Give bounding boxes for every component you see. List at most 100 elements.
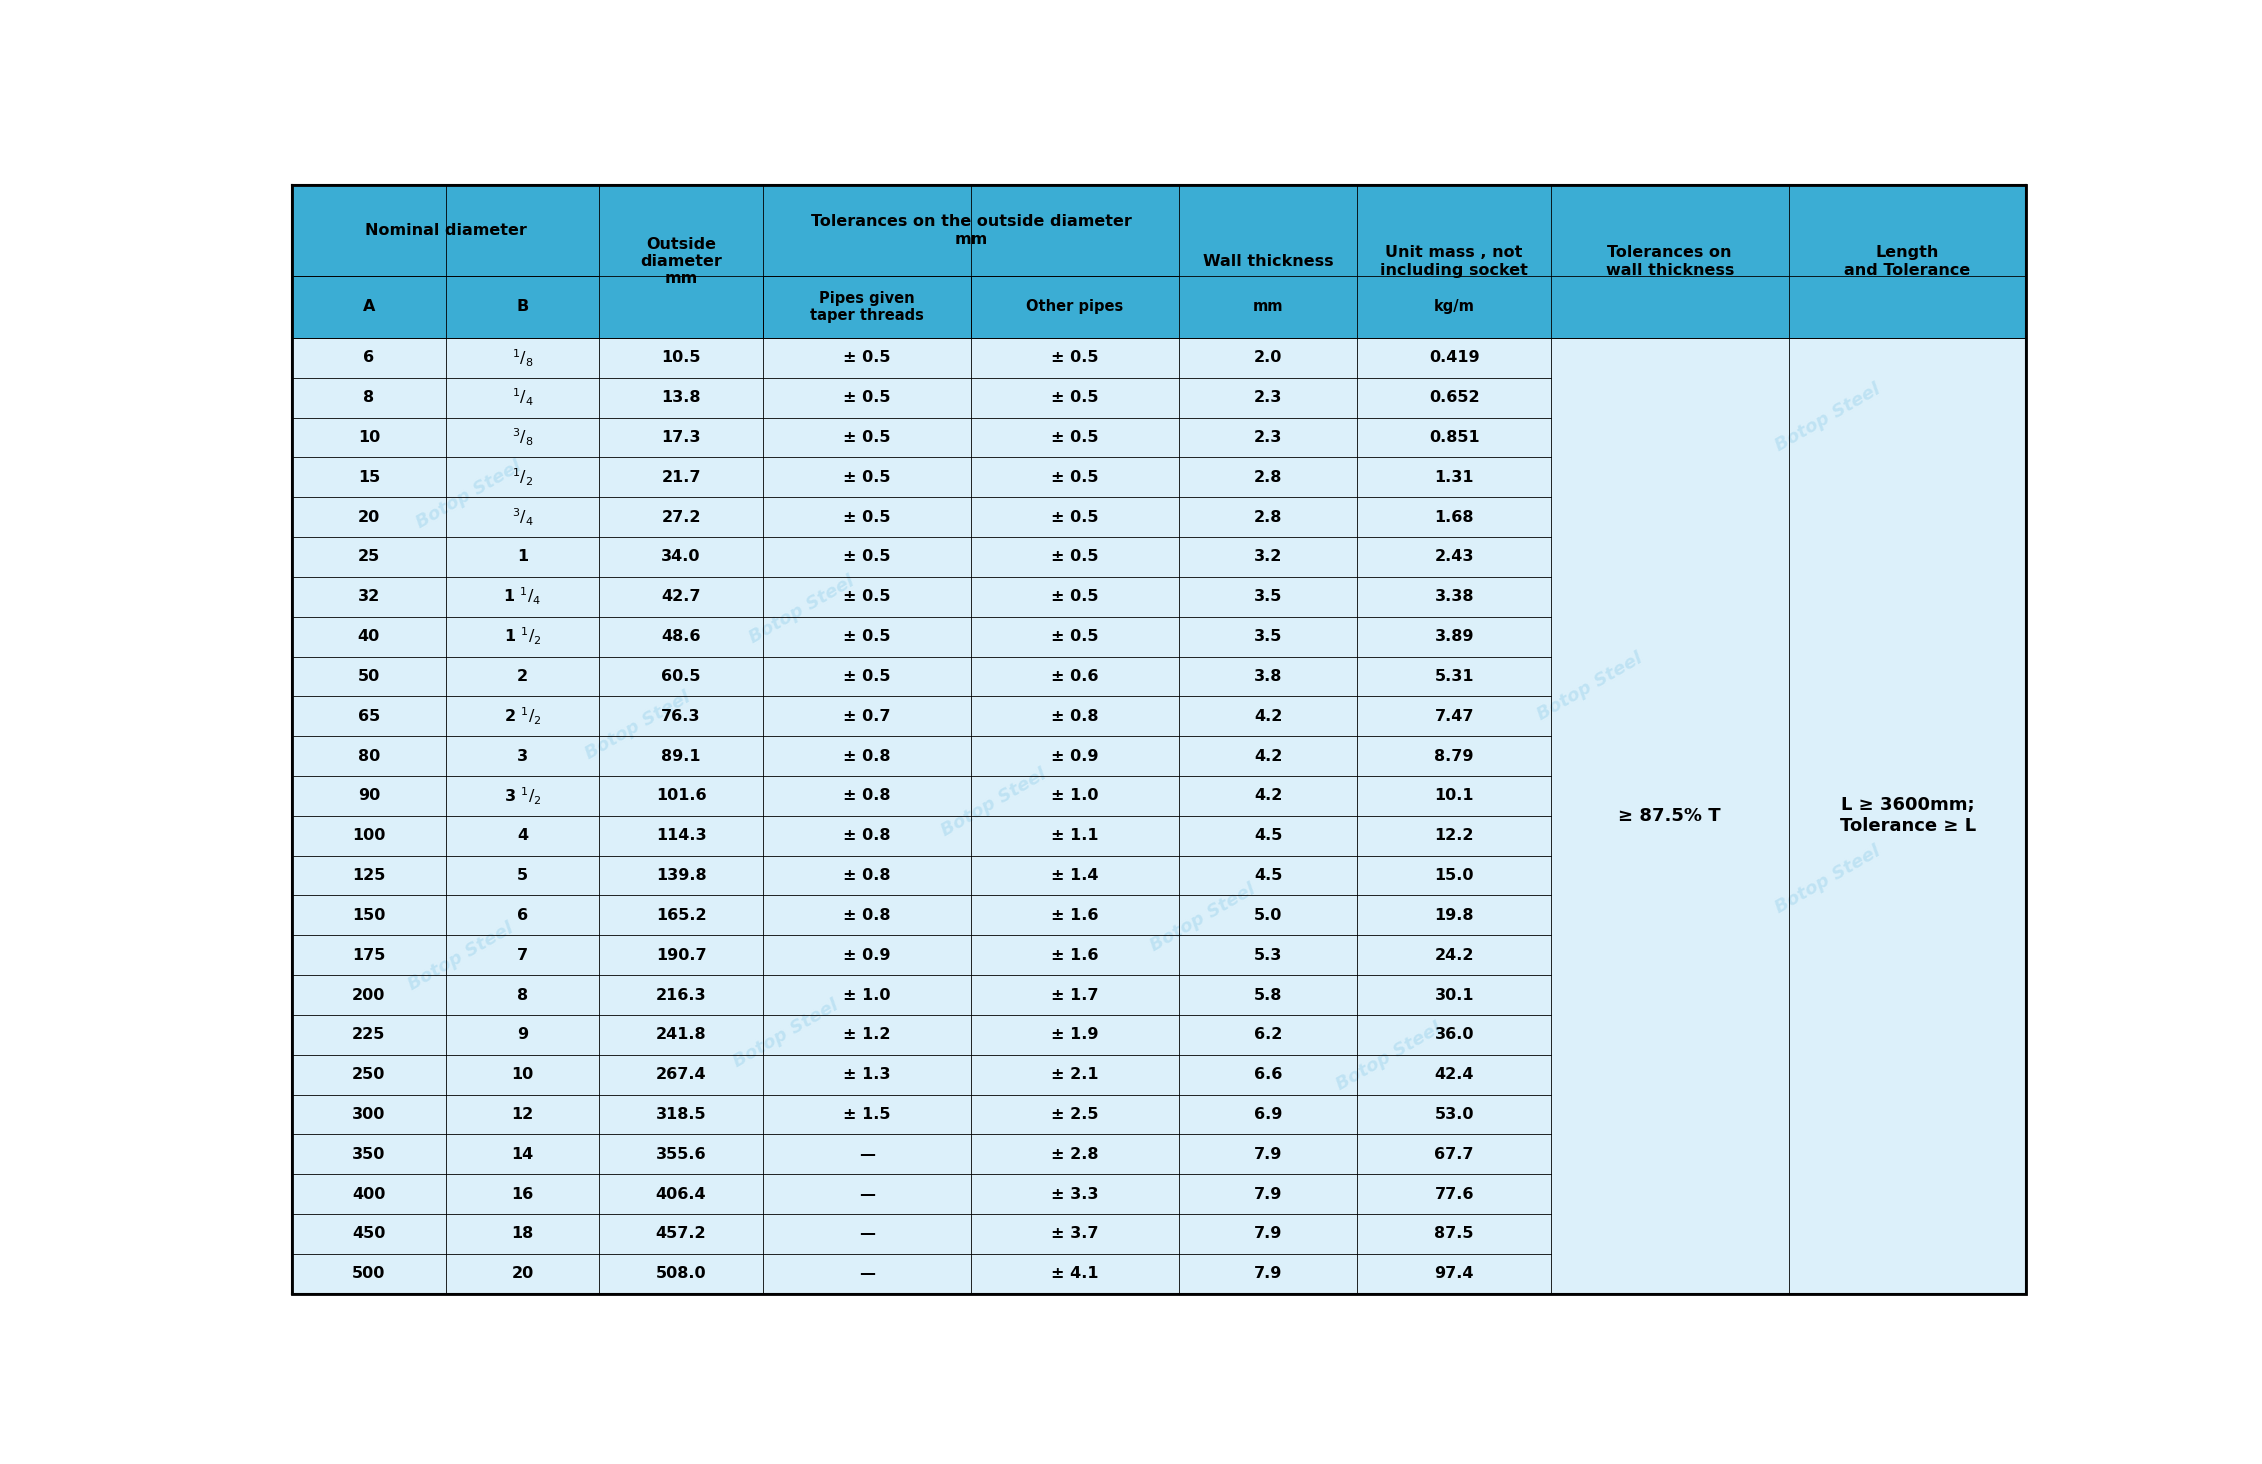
Text: B: B <box>516 299 529 315</box>
Text: 24.2: 24.2 <box>1434 947 1475 963</box>
Text: ± 1.1: ± 1.1 <box>1052 829 1099 843</box>
Text: ± 0.5: ± 0.5 <box>844 549 891 565</box>
Text: $^1/_4$: $^1/_4$ <box>511 386 534 408</box>
Text: ≥ 87.5% T: ≥ 87.5% T <box>1617 807 1721 824</box>
Text: 67.7: 67.7 <box>1434 1146 1475 1162</box>
Text: ± 1.5: ± 1.5 <box>844 1107 891 1121</box>
Text: Botop Steel: Botop Steel <box>1147 880 1258 956</box>
Text: 3.8: 3.8 <box>1253 669 1283 684</box>
Text: 350: 350 <box>353 1146 385 1162</box>
Text: 10.1: 10.1 <box>1434 789 1475 804</box>
Text: $^3/_4$: $^3/_4$ <box>511 507 534 529</box>
Text: 508.0: 508.0 <box>656 1266 706 1281</box>
Text: ± 0.5: ± 0.5 <box>844 470 891 485</box>
Text: —: — <box>860 1187 875 1202</box>
Text: ± 0.5: ± 0.5 <box>844 630 891 644</box>
Bar <box>292 736 1552 776</box>
Text: ± 1.4: ± 1.4 <box>1052 868 1099 883</box>
Bar <box>292 275 446 338</box>
Text: —: — <box>860 1146 875 1162</box>
Text: 406.4: 406.4 <box>656 1187 706 1202</box>
Text: ± 0.5: ± 0.5 <box>1052 509 1099 524</box>
Text: ± 2.1: ± 2.1 <box>1052 1067 1099 1082</box>
Text: 300: 300 <box>353 1107 385 1121</box>
Bar <box>1179 184 1357 338</box>
Text: 3.89: 3.89 <box>1434 630 1475 644</box>
Text: ± 0.8: ± 0.8 <box>844 908 891 922</box>
Text: 6.2: 6.2 <box>1253 1028 1283 1042</box>
Text: 8: 8 <box>518 988 527 1003</box>
Text: 32: 32 <box>357 590 380 605</box>
Text: 2.3: 2.3 <box>1253 391 1283 406</box>
Text: Botop Steel: Botop Steel <box>731 996 841 1070</box>
Text: 12.2: 12.2 <box>1434 829 1475 843</box>
Text: 4.2: 4.2 <box>1253 789 1283 804</box>
Text: kg/m: kg/m <box>1434 299 1475 315</box>
Text: 40: 40 <box>357 630 380 644</box>
Bar <box>292 417 1552 457</box>
Bar <box>292 1015 1552 1054</box>
Text: Botop Steel: Botop Steel <box>405 919 518 994</box>
Text: 241.8: 241.8 <box>656 1028 706 1042</box>
Bar <box>292 378 1552 417</box>
Text: 2.8: 2.8 <box>1253 509 1283 524</box>
Text: 3.2: 3.2 <box>1253 549 1283 565</box>
Text: 250: 250 <box>353 1067 385 1082</box>
Text: 90: 90 <box>357 789 380 804</box>
Bar <box>762 184 1179 275</box>
Text: 1: 1 <box>518 549 527 565</box>
Text: 5.3: 5.3 <box>1253 947 1283 963</box>
Text: 4: 4 <box>518 829 527 843</box>
Text: $^1/_8$: $^1/_8$ <box>511 347 534 369</box>
Text: 216.3: 216.3 <box>656 988 706 1003</box>
Text: 165.2: 165.2 <box>656 908 706 922</box>
Text: 6.9: 6.9 <box>1253 1107 1283 1121</box>
Bar <box>292 896 1552 935</box>
Bar <box>292 537 1552 577</box>
Text: 457.2: 457.2 <box>656 1227 706 1241</box>
Text: 1.68: 1.68 <box>1434 509 1475 524</box>
Text: 87.5: 87.5 <box>1434 1227 1475 1241</box>
Text: 0.851: 0.851 <box>1430 430 1479 445</box>
Text: 10.5: 10.5 <box>661 350 701 366</box>
Text: 50: 50 <box>357 669 380 684</box>
Text: ± 3.7: ± 3.7 <box>1052 1227 1099 1241</box>
Bar <box>599 184 762 338</box>
Bar <box>292 776 1552 815</box>
Text: ± 1.2: ± 1.2 <box>844 1028 891 1042</box>
Text: Tolerances on
wall thickness: Tolerances on wall thickness <box>1606 246 1735 278</box>
Text: Botop Steel: Botop Steel <box>1332 1019 1445 1094</box>
Text: ± 0.5: ± 0.5 <box>1052 590 1099 605</box>
Text: 27.2: 27.2 <box>661 509 701 524</box>
Text: 3.38: 3.38 <box>1434 590 1475 605</box>
Text: ± 0.5: ± 0.5 <box>844 669 891 684</box>
Text: 3.5: 3.5 <box>1253 590 1283 605</box>
Text: 36.0: 36.0 <box>1434 1028 1475 1042</box>
Text: ± 1.3: ± 1.3 <box>844 1067 891 1082</box>
Text: ± 0.8: ± 0.8 <box>844 868 891 883</box>
Bar <box>292 1253 1552 1294</box>
Text: ± 0.8: ± 0.8 <box>844 789 891 804</box>
Text: 80: 80 <box>357 748 380 764</box>
Bar <box>292 855 1552 896</box>
Text: 89.1: 89.1 <box>661 748 701 764</box>
Text: 30.1: 30.1 <box>1434 988 1475 1003</box>
Text: 6.6: 6.6 <box>1253 1067 1283 1082</box>
Text: 225: 225 <box>353 1028 385 1042</box>
Text: 450: 450 <box>353 1227 385 1241</box>
Text: 267.4: 267.4 <box>656 1067 706 1082</box>
Text: 2.3: 2.3 <box>1253 430 1283 445</box>
Text: ± 0.6: ± 0.6 <box>1052 669 1099 684</box>
Text: 15: 15 <box>357 470 380 485</box>
Text: ± 0.9: ± 0.9 <box>844 947 891 963</box>
Text: ± 0.5: ± 0.5 <box>1052 430 1099 445</box>
Text: 53.0: 53.0 <box>1434 1107 1475 1121</box>
Text: 7.47: 7.47 <box>1434 709 1475 723</box>
Text: 3: 3 <box>518 748 527 764</box>
Text: 2.8: 2.8 <box>1253 470 1283 485</box>
Text: 34.0: 34.0 <box>661 549 701 565</box>
Text: —: — <box>860 1227 875 1241</box>
Text: 7.9: 7.9 <box>1253 1266 1283 1281</box>
Text: 0.652: 0.652 <box>1430 391 1479 406</box>
Text: ± 0.5: ± 0.5 <box>1052 470 1099 485</box>
